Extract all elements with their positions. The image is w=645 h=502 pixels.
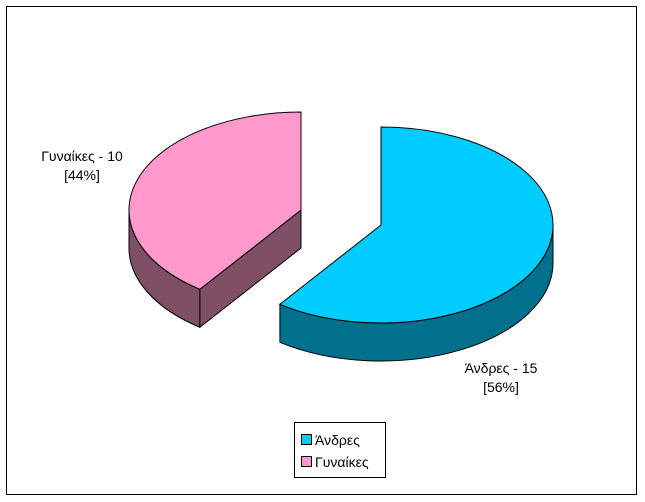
legend-item-men: Άνδρες bbox=[301, 431, 360, 449]
legend-swatch-men bbox=[301, 434, 312, 445]
slice-men bbox=[278, 126, 554, 324]
legend-label-women: Γυναίκες bbox=[315, 454, 369, 470]
legend: Άνδρες Γυναίκες bbox=[294, 422, 386, 478]
legend-label-men: Άνδρες bbox=[315, 432, 360, 448]
legend-swatch-women bbox=[301, 456, 312, 467]
data-label-men-line1: Άνδρες - 15 bbox=[465, 360, 538, 376]
slice-women bbox=[128, 111, 302, 290]
data-label-women-line2: [44%] bbox=[64, 167, 100, 183]
legend-item-women: Γυναίκες bbox=[301, 453, 369, 471]
data-label-women-line1: Γυναίκες - 10 bbox=[41, 148, 123, 164]
data-label-men-line2: [56%] bbox=[483, 379, 519, 395]
